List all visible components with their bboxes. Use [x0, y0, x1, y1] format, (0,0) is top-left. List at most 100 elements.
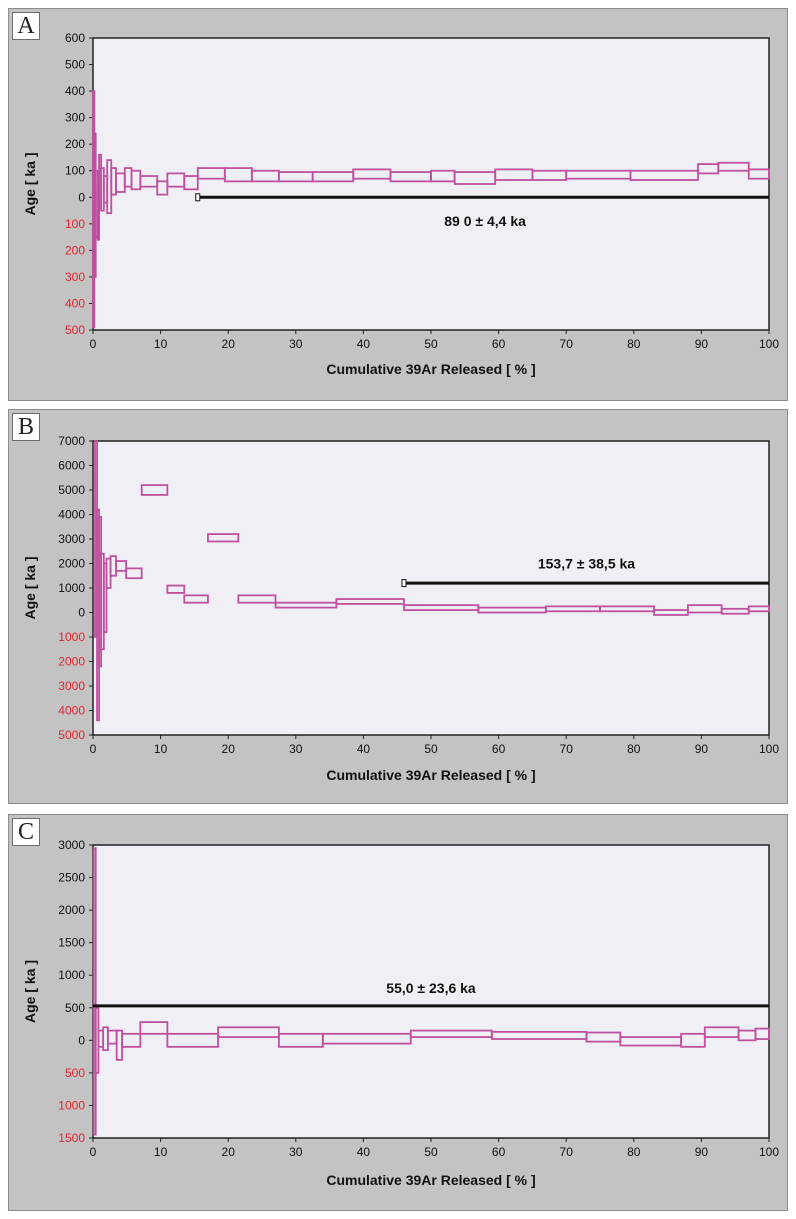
y-tick-label: 0 — [78, 1033, 85, 1047]
plot-area — [92, 844, 770, 1139]
age-step — [747, 605, 770, 613]
plot-area — [92, 440, 770, 736]
age-step — [629, 169, 699, 181]
x-axis-label: Cumulative 39Ar Released [ % ] — [326, 1172, 535, 1188]
panel-label: A — [12, 12, 40, 40]
chart-c: 3000 2500 2000 1500 1000 500 0 500 1000 1500 0 10 20… — [22, 838, 779, 1188]
x-axis-label: Cumulative 39Ar Released [ % ] — [326, 767, 535, 783]
y-tick-label: 2000 — [58, 557, 85, 571]
age-step — [680, 1032, 706, 1048]
x-axis-label: Cumulative 39Ar Released [ % ] — [326, 361, 535, 377]
y-tick-label: 3000 — [58, 679, 85, 693]
age-step — [717, 161, 750, 172]
y-tick-label: 7000 — [58, 434, 85, 448]
y-tick-label: 500 — [65, 58, 85, 72]
x-tick-label: 40 — [357, 742, 371, 756]
y-tick-label: 1000 — [58, 581, 85, 595]
y-tick-label: 5000 — [58, 483, 85, 497]
age-step — [754, 1027, 770, 1040]
age-step — [102, 562, 108, 633]
age-step — [747, 168, 770, 180]
age-step — [125, 567, 143, 580]
x-tick-label: 10 — [154, 742, 168, 756]
plateau-age-label: 55,0 ± 23,6 ka — [386, 980, 476, 996]
y-tick-label: 1000 — [58, 1098, 85, 1112]
x-tick-label: 0 — [90, 742, 97, 756]
age-step — [92, 847, 97, 1136]
y-tick-label: 4000 — [58, 704, 85, 718]
y-tick-label: 4000 — [58, 508, 85, 522]
age-step — [115, 560, 128, 572]
y-tick-label: 200 — [65, 137, 85, 151]
y-tick-label: 6000 — [58, 459, 85, 473]
age-step — [274, 601, 338, 609]
panel-c: C 3000 2500 2000 1500 1000 500 0 500 1000 1500 0 10… — [8, 814, 788, 1211]
y-tick-label: 500 — [65, 1066, 85, 1080]
x-tick-label: 20 — [222, 1145, 236, 1159]
x-tick-label: 90 — [695, 337, 709, 351]
age-step — [237, 594, 277, 604]
y-tick-label: 300 — [65, 111, 85, 125]
x-tick-label: 20 — [222, 742, 236, 756]
x-tick-label: 100 — [759, 1145, 779, 1159]
y-tick-label: 500 — [65, 323, 85, 337]
age-step — [166, 584, 186, 594]
y-tick-label: 3000 — [58, 838, 85, 852]
panel-label: B — [12, 413, 40, 441]
x-tick-label: 80 — [627, 337, 641, 351]
y-tick-label: 1000 — [58, 968, 85, 982]
x-tick-label: 60 — [492, 1145, 506, 1159]
x-tick-label: 50 — [424, 1145, 438, 1159]
y-tick-label: 2000 — [58, 655, 85, 669]
y-tick-label: 100 — [65, 217, 85, 231]
x-tick-label: 100 — [759, 337, 779, 351]
y-tick-label: 2000 — [58, 903, 85, 917]
x-tick-label: 60 — [492, 337, 506, 351]
y-tick-label: 400 — [65, 84, 85, 98]
age-step — [121, 1032, 142, 1048]
y-tick-label: 0 — [78, 606, 85, 620]
y-tick-label: 1000 — [58, 630, 85, 644]
plot-area — [92, 37, 770, 331]
panel-label: C — [12, 818, 40, 846]
x-tick-label: 70 — [560, 742, 574, 756]
age-step — [335, 598, 405, 605]
y-tick-label: 200 — [65, 243, 85, 257]
x-tick-label: 10 — [154, 337, 168, 351]
y-tick-label: 0 — [78, 190, 85, 204]
y-tick-label: 400 — [65, 296, 85, 310]
x-tick-label: 40 — [357, 1145, 371, 1159]
x-tick-label: 70 — [560, 1145, 574, 1159]
plateau-age-label: 153,7 ± 38,5 ka — [538, 556, 635, 572]
age-step — [217, 1026, 280, 1038]
x-tick-label: 30 — [289, 1145, 303, 1159]
x-tick-label: 80 — [627, 742, 641, 756]
age-step — [183, 175, 199, 191]
x-tick-label: 50 — [424, 337, 438, 351]
x-tick-label: 80 — [627, 1145, 641, 1159]
y-axis-label: Age [ ka ] — [22, 960, 38, 1023]
x-tick-label: 70 — [560, 337, 574, 351]
panel-a: A 600 500 400 300 200 100 0 100 200 300 400 500 0 10 2… — [8, 8, 788, 401]
y-tick-label: 500 — [65, 1001, 85, 1015]
y-tick-label: 3000 — [58, 532, 85, 546]
y-tick-label: 2500 — [58, 871, 85, 885]
age-step — [140, 484, 169, 496]
plateau-marker — [195, 193, 201, 202]
y-tick-label: 5000 — [58, 728, 85, 742]
age-step — [166, 1032, 219, 1048]
x-tick-label: 50 — [424, 742, 438, 756]
y-tick-label: 600 — [65, 31, 85, 45]
age-step — [207, 533, 240, 543]
x-tick-label: 60 — [492, 742, 506, 756]
y-tick-label: 1500 — [58, 1131, 85, 1145]
plateau-age-label: 89 0 ± 4,4 ka — [444, 213, 526, 229]
age-step — [156, 180, 169, 196]
chart-a: 600 500 400 300 200 100 0 100 200 300 400 500 0 10 20 3… — [22, 31, 779, 377]
y-tick-label: 300 — [65, 270, 85, 284]
x-tick-label: 10 — [154, 1145, 168, 1159]
x-tick-label: 40 — [357, 337, 371, 351]
x-tick-label: 100 — [759, 742, 779, 756]
y-axis-label: Age [ ka ] — [22, 152, 38, 215]
y-tick-label: 1500 — [58, 936, 85, 950]
